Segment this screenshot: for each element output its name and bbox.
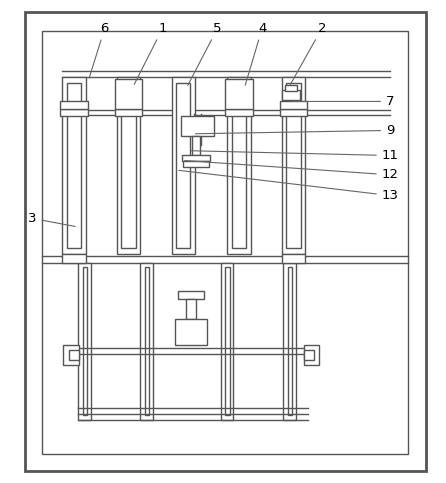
Text: 9: 9 xyxy=(195,124,394,137)
Bar xyxy=(232,83,246,248)
Bar xyxy=(186,299,196,319)
Bar xyxy=(60,109,88,116)
Bar xyxy=(282,254,305,263)
Bar xyxy=(225,267,230,415)
Bar xyxy=(283,263,296,420)
Bar xyxy=(115,109,142,116)
Text: 1: 1 xyxy=(134,22,167,85)
Bar xyxy=(145,267,149,415)
Bar xyxy=(225,79,253,109)
Bar xyxy=(42,31,408,454)
Bar xyxy=(60,101,88,109)
Bar xyxy=(83,267,87,415)
Bar xyxy=(62,254,86,263)
Bar xyxy=(63,345,79,365)
Bar xyxy=(286,83,301,248)
Bar xyxy=(183,161,209,167)
Bar xyxy=(175,319,207,345)
Text: 2: 2 xyxy=(290,22,326,85)
Text: 4: 4 xyxy=(245,22,266,85)
Bar xyxy=(140,263,153,420)
Text: 13: 13 xyxy=(179,170,399,202)
Bar xyxy=(288,267,292,415)
Bar xyxy=(192,136,200,155)
Bar xyxy=(181,116,214,136)
Bar xyxy=(172,77,195,254)
Bar xyxy=(280,109,307,116)
Bar xyxy=(282,90,300,100)
Bar xyxy=(176,83,190,248)
Bar xyxy=(115,79,142,109)
Text: 6: 6 xyxy=(89,22,109,78)
Bar xyxy=(227,77,251,254)
Bar xyxy=(178,291,204,299)
Bar xyxy=(280,101,307,109)
Text: 5: 5 xyxy=(188,22,222,85)
Bar xyxy=(221,263,233,420)
Bar xyxy=(67,83,81,248)
Bar xyxy=(117,77,140,254)
Bar xyxy=(304,345,319,365)
Bar xyxy=(182,155,210,161)
Bar xyxy=(121,83,136,248)
Text: 3: 3 xyxy=(28,212,75,227)
Text: 11: 11 xyxy=(191,149,399,162)
Text: 7: 7 xyxy=(292,95,395,108)
Bar xyxy=(282,77,305,254)
Text: 12: 12 xyxy=(185,160,399,181)
Bar xyxy=(78,263,91,420)
Bar xyxy=(62,77,86,254)
Bar xyxy=(225,109,253,116)
Bar xyxy=(69,350,79,360)
Bar xyxy=(304,350,314,360)
Bar xyxy=(285,85,297,91)
